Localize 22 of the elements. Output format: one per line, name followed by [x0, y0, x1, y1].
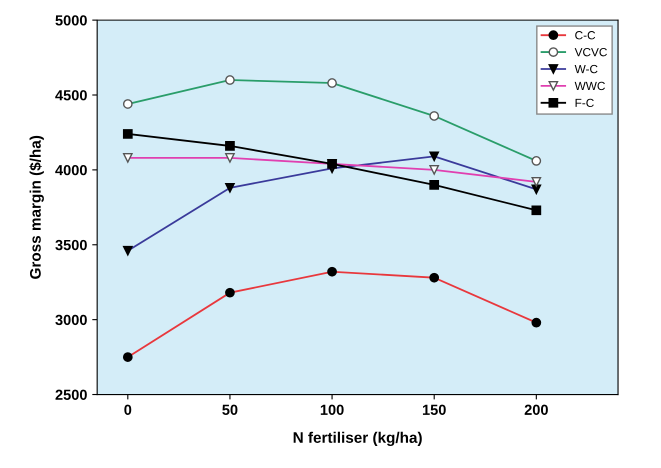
legend-label: F-C: [576, 98, 594, 108]
legend-label: W-C: [574, 64, 598, 74]
x-tick-label: 100: [320, 404, 344, 415]
legend-label: VCVC: [574, 48, 607, 56]
point: [531, 205, 542, 216]
y-tick-label: 4000: [55, 164, 87, 176]
legend-label: C-C: [575, 31, 596, 40]
legend-label: WWC: [574, 82, 605, 90]
y-tick-label: 3000: [55, 314, 87, 326]
x-tick-label: 150: [422, 404, 446, 415]
x-tick-label: 200: [524, 404, 548, 415]
y-tick-label: 4500: [55, 90, 87, 100]
x-tick-label: 0: [124, 404, 132, 415]
x-tick-label: 50: [222, 404, 238, 415]
point: [122, 129, 133, 139]
x-axis-title: N fertiliser (kg/ha): [294, 432, 422, 446]
y-axis-title: Gross margin ($/ha): [29, 136, 44, 279]
y-tick-label: 2500: [56, 390, 87, 400]
point: [429, 180, 440, 190]
y-tick-label: 3500: [55, 240, 87, 250]
y-tick-label: 5000: [55, 15, 87, 26]
point: [225, 141, 235, 151]
